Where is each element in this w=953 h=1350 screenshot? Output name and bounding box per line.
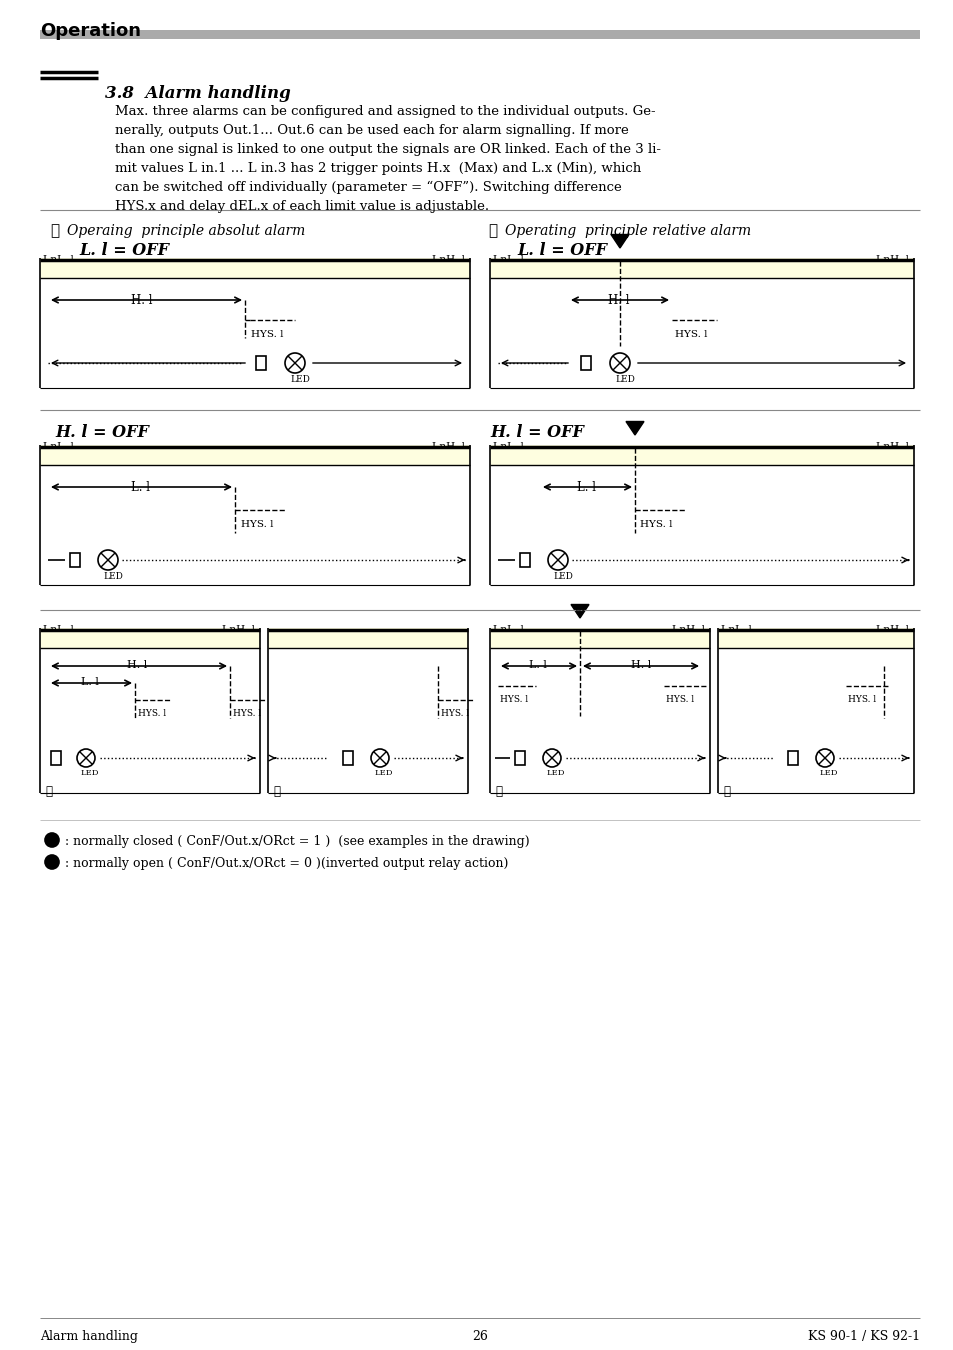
Text: ②: ②	[722, 784, 729, 798]
Bar	[490, 628, 709, 648]
Text: L. l: L. l	[577, 481, 596, 494]
Text: HYS. l: HYS. l	[847, 695, 875, 703]
Text: I nL. l: I nL. l	[43, 441, 73, 451]
Text: I nL. l: I nL. l	[493, 255, 523, 265]
Text: ②: ②	[488, 224, 497, 238]
Text: LED: LED	[375, 769, 393, 778]
Text: H. l: H. l	[607, 294, 629, 306]
Bar	[70, 554, 80, 567]
Text: I nL. l: I nL. l	[493, 441, 523, 451]
Bar	[268, 628, 468, 648]
Text: I nH. l: I nH. l	[875, 255, 908, 265]
Text: L. l = OFF: L. l = OFF	[79, 242, 169, 259]
Text: I nH. l: I nH. l	[875, 441, 908, 451]
Text: ①: ①	[50, 224, 59, 238]
Bar	[255, 356, 266, 370]
Text: 26: 26	[472, 1330, 487, 1343]
Text: Operation: Operation	[40, 22, 141, 40]
Text: I nH. l: I nH. l	[222, 625, 254, 634]
Text: 3.8  Alarm handling: 3.8 Alarm handling	[105, 85, 291, 103]
Bar	[40, 446, 470, 464]
Text: SP: SP	[628, 421, 642, 431]
Polygon shape	[571, 605, 588, 618]
Text: LED: LED	[820, 769, 838, 778]
Text: I nH. l: I nH. l	[432, 441, 464, 451]
Text: nerally, outputs Out.1... Out.6 can be used each for alarm signalling. If more: nerally, outputs Out.1... Out.6 can be u…	[115, 124, 628, 136]
Text: H. l: H. l	[127, 660, 147, 670]
Text: Alarm handling: Alarm handling	[40, 1330, 138, 1343]
Text: I nL. l: I nL. l	[43, 255, 73, 265]
Text: mit values L in.1 ... L in.3 has 2 trigger points H.x  (Max) and L.x (Min), whic: mit values L in.1 ... L in.3 has 2 trigg…	[115, 162, 640, 176]
Bar	[343, 751, 353, 765]
Bar	[40, 30, 919, 39]
Text: ①: ①	[273, 784, 280, 798]
Text: H. l: H. l	[131, 294, 152, 306]
Text: HYS.x and delay dEL.x of each limit value is adjustable.: HYS.x and delay dEL.x of each limit valu…	[115, 200, 489, 213]
Text: I nH. l: I nH. l	[671, 625, 704, 634]
Text: H. l = OFF: H. l = OFF	[490, 424, 583, 441]
Bar	[40, 258, 470, 278]
Text: L. l: L. l	[529, 660, 546, 670]
Text: HYS. l: HYS. l	[665, 695, 694, 703]
Text: SP: SP	[614, 234, 627, 243]
Text: Operating  principle relative alarm: Operating principle relative alarm	[504, 224, 750, 238]
Text: L. l: L. l	[131, 481, 150, 494]
Text: HYS. l: HYS. l	[241, 520, 274, 529]
Text: : normally open ( ConF/Out.x/ORct = 0 )(inverted output relay action): : normally open ( ConF/Out.x/ORct = 0 )(…	[65, 857, 508, 869]
Text: I nL. l: I nL. l	[43, 625, 73, 634]
Text: LED: LED	[553, 572, 572, 580]
Text: I nL. l: I nL. l	[493, 625, 523, 634]
Polygon shape	[625, 421, 643, 435]
Text: L. l: L. l	[81, 676, 99, 687]
Text: H. l: H. l	[630, 660, 651, 670]
Polygon shape	[610, 235, 628, 248]
Bar	[787, 751, 797, 765]
Text: SP: SP	[574, 603, 587, 613]
Bar	[519, 554, 530, 567]
Text: Operaing  principle absolut alarm: Operaing principle absolut alarm	[67, 224, 305, 238]
Bar	[490, 446, 913, 464]
Text: KS 90-1 / KS 92-1: KS 90-1 / KS 92-1	[807, 1330, 919, 1343]
Text: than one signal is linked to one output the signals are OR linked. Each of the 3: than one signal is linked to one output …	[115, 143, 660, 157]
Bar	[40, 628, 260, 648]
Text: ②: ②	[495, 784, 501, 798]
Text: LED: LED	[290, 375, 310, 383]
Bar	[490, 258, 913, 278]
Text: LED: LED	[103, 572, 123, 580]
Text: ①: ①	[45, 784, 52, 798]
Bar	[718, 628, 913, 648]
Text: can be switched off individually (parameter = “OFF”). Switching difference: can be switched off individually (parame…	[115, 181, 621, 194]
Text: H. l = OFF: H. l = OFF	[55, 424, 149, 441]
Text: HYS. l: HYS. l	[251, 329, 283, 339]
Text: HYS. l: HYS. l	[675, 329, 707, 339]
Text: Max. three alarms can be configured and assigned to the individual outputs. Ge-: Max. three alarms can be configured and …	[115, 105, 655, 117]
Bar	[580, 356, 590, 370]
Text: : normally closed ( ConF/Out.x/ORct = 1 )  (see examples in the drawing): : normally closed ( ConF/Out.x/ORct = 1 …	[65, 836, 529, 848]
Text: L. l = OFF: L. l = OFF	[517, 242, 606, 259]
Circle shape	[45, 833, 59, 846]
Text: HYS. l: HYS. l	[233, 709, 261, 718]
Text: HYS. l: HYS. l	[138, 709, 166, 718]
Text: HYS. l: HYS. l	[440, 709, 469, 718]
Text: HYS. l: HYS. l	[499, 695, 528, 703]
Bar	[51, 751, 61, 765]
Text: LED: LED	[615, 375, 634, 383]
Circle shape	[45, 855, 59, 869]
Text: I nL. l: I nL. l	[720, 625, 751, 634]
Bar	[515, 751, 524, 765]
Text: I nH. l: I nH. l	[875, 625, 908, 634]
Text: I nH. l: I nH. l	[432, 255, 464, 265]
Text: LED: LED	[546, 769, 565, 778]
Text: HYS. l: HYS. l	[639, 520, 672, 529]
Text: LED: LED	[81, 769, 99, 778]
